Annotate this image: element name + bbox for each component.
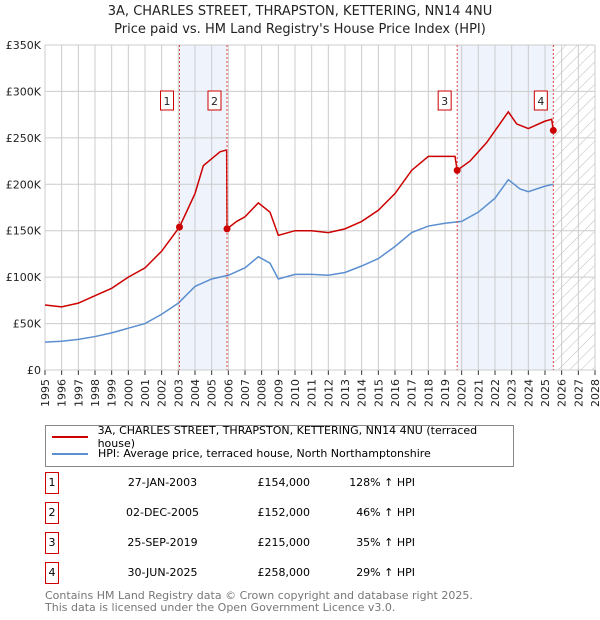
- sale-marker-box: [207, 90, 222, 111]
- x-tick-label: 2018: [422, 379, 435, 407]
- x-tick-label: 2020: [456, 379, 469, 407]
- price-line: [44, 110, 555, 308]
- x-tick-label: 2028: [589, 379, 600, 407]
- x-tick-label: 2023: [506, 379, 519, 407]
- y-tick-label: £100K: [6, 271, 42, 284]
- x-tick-label: 2010: [289, 379, 302, 407]
- y-tick-label: £200K: [6, 178, 42, 191]
- sale-price: £215,000: [257, 536, 311, 549]
- sale-hpi: 35% ↑ HPI: [356, 536, 415, 549]
- x-tick-label: 2022: [489, 379, 502, 407]
- legend-swatch: [52, 435, 88, 438]
- sale-price: £152,000: [257, 506, 311, 519]
- x-tick-label: 2003: [172, 379, 185, 407]
- x-tick-label: 2001: [139, 379, 152, 407]
- legend-item-hpi: HPI: Average price, terraced house, Nort…: [52, 445, 431, 462]
- sale-number: 4: [45, 562, 59, 584]
- sale-hpi: 46% ↑ HPI: [356, 506, 415, 519]
- hpi-line: [44, 178, 554, 343]
- sale-point: [453, 166, 461, 174]
- x-tick-label: 2007: [239, 379, 252, 407]
- legend-label: 3A, CHARLES STREET, THRAPSTON, KETTERING…: [97, 423, 478, 450]
- x-tick-label: 2000: [122, 379, 135, 407]
- x-tick-label: 2006: [222, 379, 235, 407]
- sale-hpi: 29% ↑ HPI: [356, 566, 415, 579]
- sale-date: 30-JUN-2025: [127, 566, 198, 579]
- y-tick-label: £350K: [6, 39, 42, 52]
- y-tick-label: £300K: [6, 85, 42, 98]
- sale-price: £258,000: [257, 566, 311, 579]
- x-tick-label: 1998: [89, 379, 102, 407]
- x-tick-label: 2002: [156, 379, 169, 407]
- sale-marker-box: [160, 90, 174, 111]
- sale-marker-label: 1: [164, 95, 171, 108]
- x-tick-label: 2012: [322, 379, 335, 407]
- sale-price: £154,000: [257, 476, 311, 489]
- sale-point: [223, 225, 231, 233]
- x-tick-label: 2008: [256, 379, 269, 407]
- chart-title: 3A, CHARLES STREET, THRAPSTON, KETTERING…: [107, 4, 493, 19]
- x-tick-label: 2015: [372, 379, 385, 407]
- x-tick-label: 1997: [72, 379, 85, 407]
- x-tick-label: 1995: [39, 379, 52, 407]
- x-tick-label: 2011: [306, 379, 319, 407]
- legend-item-property: 3A, CHARLES STREET, THRAPSTON, KETTERING…: [52, 424, 513, 450]
- x-tick-label: 2027: [572, 379, 585, 407]
- sale-date: 25-SEP-2019: [127, 536, 198, 549]
- x-tick-label: 2025: [539, 379, 552, 407]
- sale-point: [176, 223, 183, 231]
- sale-hpi: 128% ↑ HPI: [349, 476, 415, 489]
- sale-marker-box: [533, 90, 548, 111]
- x-tick-label: 2009: [272, 379, 285, 407]
- footer: Contains HM Land Registry data © Crown c…: [45, 590, 473, 614]
- x-tick-label: 2013: [339, 379, 352, 407]
- sale-number: 3: [45, 532, 59, 554]
- x-tick-label: 2026: [556, 379, 569, 407]
- footer-line: Contains HM Land Registry data © Crown c…: [45, 589, 473, 602]
- y-tick-label: £150K: [6, 225, 42, 238]
- x-tick-label: 2017: [406, 379, 419, 407]
- sale-number: 1: [45, 472, 59, 494]
- x-tick-label: 1996: [56, 379, 69, 407]
- legend-label: HPI: Average price, terraced house, Nort…: [98, 447, 431, 460]
- x-tick-label: 2016: [389, 379, 402, 407]
- legend: 3A, CHARLES STREET, THRAPSTON, KETTERING…: [45, 424, 514, 467]
- x-tick-label: 2021: [472, 379, 485, 407]
- x-tick-label: 2005: [206, 379, 219, 407]
- sale-marker-label: 2: [211, 95, 218, 108]
- forecast-hatch: [553, 45, 595, 370]
- sale-marker-label: 3: [441, 95, 448, 108]
- x-tick-label: 2024: [522, 379, 535, 407]
- sale-marker-label: 4: [537, 95, 544, 108]
- x-tick-label: 2004: [189, 379, 202, 407]
- x-tick-label: 1999: [106, 379, 119, 407]
- footer-line: This data is licensed under the Open Gov…: [45, 601, 396, 614]
- sale-marker-box: [437, 90, 452, 111]
- sale-number: 2: [45, 502, 59, 524]
- legend-swatch: [52, 452, 88, 455]
- sale-date: 27-JAN-2003: [127, 476, 198, 489]
- x-tick-label: 2014: [356, 379, 369, 407]
- chart-plot: 1995 1996 1997 1998 1999 2000 2001 2002 2003 2004…: [6, 39, 600, 407]
- sale-point: [549, 126, 557, 134]
- sale-date: 02-DEC-2005: [125, 506, 200, 519]
- chart-subtitle: Price paid vs. HM Land Registry's House …: [114, 22, 486, 37]
- x-tick-label: 2019: [439, 379, 452, 407]
- y-tick-label: £50K: [13, 318, 42, 331]
- y-tick-label: £0: [27, 364, 41, 377]
- y-tick-label: £250K: [6, 132, 42, 145]
